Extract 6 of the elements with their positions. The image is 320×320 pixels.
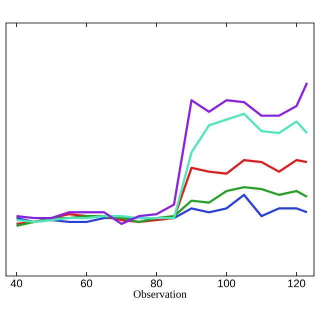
x-tick-label: 100 bbox=[218, 280, 236, 288]
x-tick-label: 60 bbox=[80, 280, 92, 288]
x-axis-title: Observation bbox=[134, 290, 187, 298]
x-tick-label: 80 bbox=[150, 280, 162, 288]
x-tick-label: 40 bbox=[10, 280, 22, 288]
x-tick-label: 120 bbox=[288, 280, 306, 288]
